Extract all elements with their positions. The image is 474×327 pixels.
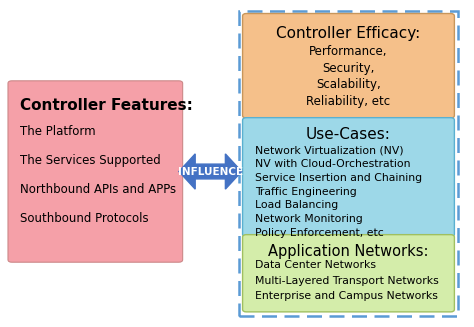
Text: Controller Efficacy:: Controller Efficacy: [276,26,420,41]
Text: Data Center Networks: Data Center Networks [255,260,376,270]
Text: Enterprise and Campus Networks: Enterprise and Campus Networks [255,291,438,301]
Polygon shape [179,154,242,189]
FancyBboxPatch shape [243,13,455,118]
Text: Load Balancing: Load Balancing [255,200,338,210]
Text: The Platform: The Platform [20,125,96,138]
Text: Security,: Security, [322,61,374,75]
Text: Application Networks:: Application Networks: [268,244,429,259]
Text: Service Insertion and Chaining: Service Insertion and Chaining [255,173,422,183]
FancyBboxPatch shape [8,81,182,262]
Text: Multi-Layered Transport Networks: Multi-Layered Transport Networks [255,276,438,286]
Text: Performance,: Performance, [309,45,388,58]
Text: Network Virtualization (NV): Network Virtualization (NV) [255,145,403,155]
Text: Southbound Protocols: Southbound Protocols [20,212,149,225]
Text: NV with Cloud-Orchestration: NV with Cloud-Orchestration [255,159,410,169]
Text: Reliability, etc: Reliability, etc [306,95,391,108]
Text: Policy Enforcement, etc: Policy Enforcement, etc [255,228,383,238]
Text: Northbound APIs and APPs: Northbound APIs and APPs [20,183,176,196]
Text: The Services Supported: The Services Supported [20,154,161,167]
Text: Use-Cases:: Use-Cases: [306,127,391,142]
Text: INFLUENCE: INFLUENCE [178,166,243,177]
Text: Controller Features:: Controller Features: [20,98,193,113]
FancyBboxPatch shape [243,118,455,236]
Text: Traffic Engineering: Traffic Engineering [255,187,356,197]
FancyBboxPatch shape [243,235,455,312]
Text: Network Monitoring: Network Monitoring [255,214,363,224]
Text: Scalability,: Scalability, [316,78,381,91]
